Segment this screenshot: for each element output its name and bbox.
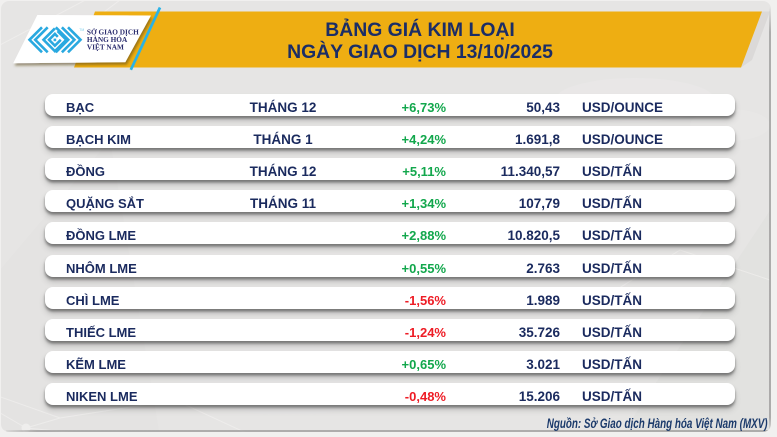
- svg-text:HÀNG HÓA: HÀNG HÓA: [87, 34, 128, 44]
- svg-text:TM: TM: [79, 28, 84, 32]
- svg-text:VIỆT NAM: VIỆT NAM: [87, 43, 124, 52]
- svg-text:SỞ GIAO DỊCH: SỞ GIAO DỊCH: [87, 26, 139, 36]
